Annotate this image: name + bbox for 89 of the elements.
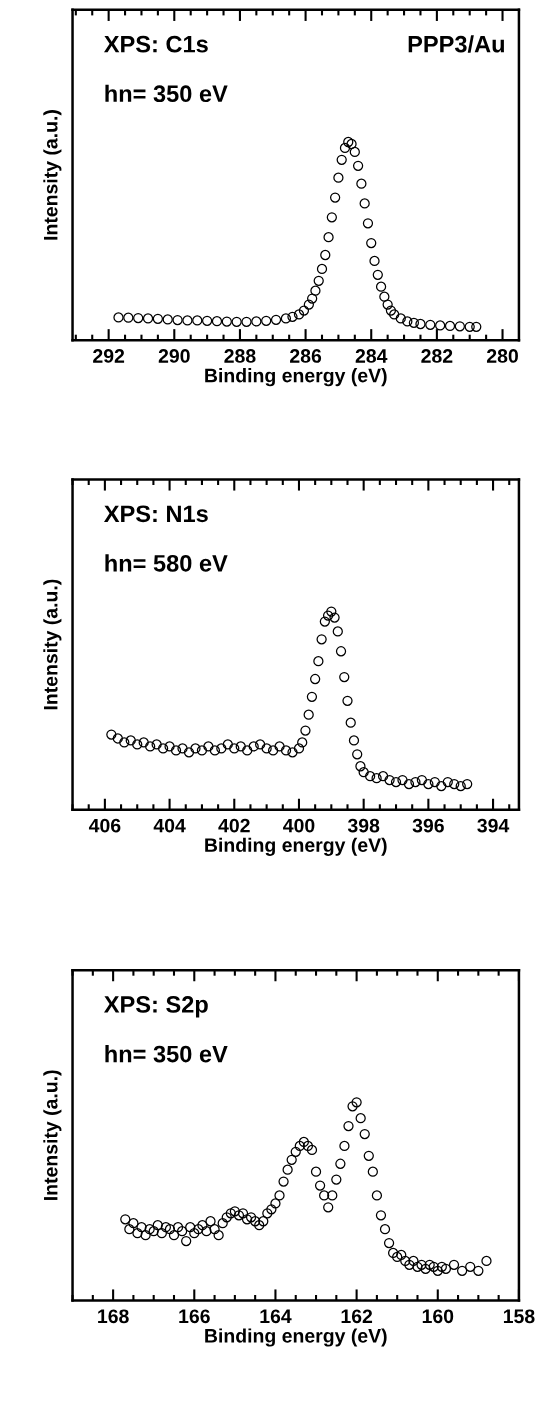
text: PPP3/Au — [408, 35, 504, 53]
point — [310, 285, 321, 296]
point — [356, 178, 367, 189]
x-axis-title: Binding energy (eV) — [205, 368, 387, 387]
x-tick-label: 400 — [283, 818, 315, 833]
text: XPS: N1s — [103, 505, 208, 523]
point — [379, 291, 390, 302]
point — [408, 317, 420, 328]
point — [320, 249, 331, 261]
point — [316, 263, 328, 275]
point — [372, 269, 383, 280]
point — [336, 154, 347, 165]
point — [402, 316, 413, 327]
point — [352, 160, 364, 171]
text: hn= 350 eV — [105, 84, 228, 103]
point — [323, 232, 334, 243]
x-tick-label: 394 — [477, 818, 510, 833]
x-tick-label: 288 — [224, 349, 256, 363]
point — [326, 212, 337, 223]
point — [435, 320, 446, 331]
point — [333, 172, 344, 183]
y-axis-title: Intensity (a.u.) — [43, 110, 62, 240]
point — [172, 314, 183, 326]
point — [192, 315, 203, 326]
x-tick-label: 404 — [153, 818, 186, 833]
x-tick-label: 280 — [486, 349, 518, 363]
x-tick-label: 286 — [290, 349, 322, 363]
point — [369, 255, 380, 267]
point — [211, 316, 223, 327]
x-tick-label: 292 — [93, 349, 125, 363]
point — [231, 316, 242, 327]
point — [307, 293, 318, 304]
x-tick-label: 162 — [341, 1309, 373, 1324]
point — [375, 281, 387, 292]
point — [287, 311, 298, 322]
x-tick-label: 158 — [503, 1309, 535, 1324]
x-tick-label: 160 — [422, 1309, 454, 1324]
point — [382, 299, 393, 310]
text: hn= 350 eV — [105, 1045, 228, 1063]
x-tick-label: 164 — [260, 1309, 292, 1324]
text: hn= 580 eV — [105, 554, 228, 572]
point — [389, 309, 400, 320]
point — [444, 320, 456, 332]
point — [293, 309, 305, 320]
point — [415, 318, 426, 330]
text: XPS: C1s — [103, 35, 208, 53]
point — [201, 315, 213, 326]
point — [366, 237, 377, 249]
text: XPS: S2p — [103, 996, 208, 1018]
point — [339, 142, 351, 154]
point — [313, 275, 324, 286]
point — [152, 313, 164, 324]
point — [261, 315, 272, 326]
x-tick-label: 290 — [158, 349, 190, 363]
point — [362, 218, 374, 229]
y-axis-title: Intensity (a.u.) — [43, 579, 62, 710]
x-axis-title: Binding energy (eV) — [205, 1328, 387, 1347]
point — [464, 321, 475, 332]
point — [123, 312, 134, 323]
point — [454, 321, 465, 332]
point — [142, 313, 154, 324]
point — [270, 314, 282, 325]
point — [329, 192, 341, 203]
x-tick-label: 402 — [218, 818, 250, 833]
point — [395, 313, 406, 324]
x-tick-label: 284 — [355, 349, 388, 363]
point — [221, 316, 232, 327]
point — [385, 305, 397, 316]
point — [162, 314, 173, 325]
point — [349, 146, 360, 158]
x-tick-label: 406 — [88, 818, 121, 833]
point — [425, 319, 436, 330]
point — [251, 316, 262, 327]
x-tick-label: 166 — [179, 1309, 210, 1324]
point — [359, 198, 370, 209]
point — [241, 316, 252, 327]
x-tick-label: 282 — [421, 349, 453, 363]
point — [182, 315, 193, 326]
x-tick-label: 168 — [98, 1309, 129, 1324]
point — [471, 321, 482, 332]
point — [303, 299, 315, 310]
y-axis-title: Intensity (a.u.) — [43, 1070, 62, 1200]
point — [298, 305, 310, 316]
x-tick-label: 398 — [347, 818, 380, 833]
point — [113, 312, 124, 323]
point — [133, 312, 144, 324]
x-axis-title: Binding energy (eV) — [205, 837, 387, 856]
x-tick-label: 396 — [412, 818, 444, 833]
point — [280, 313, 292, 324]
